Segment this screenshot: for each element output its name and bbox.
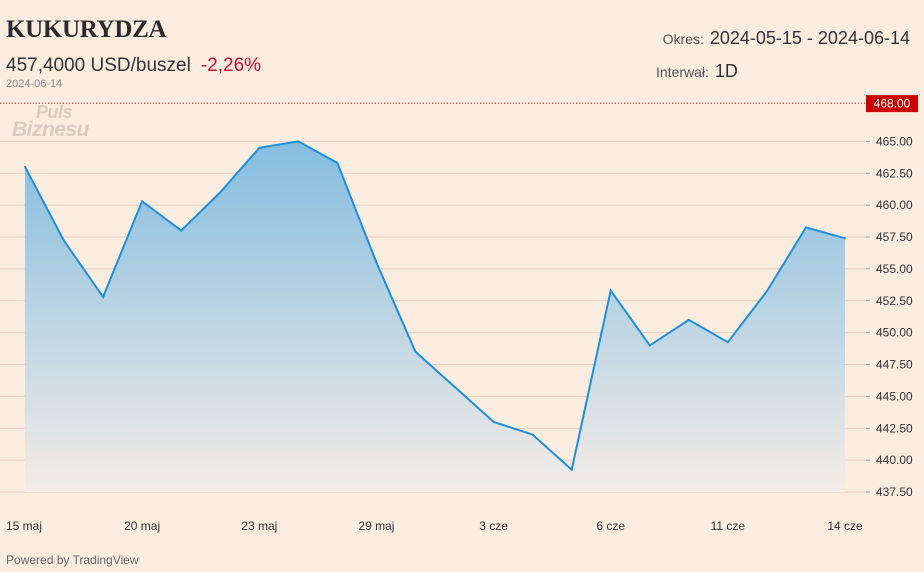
y-tick-label: 437.50: [876, 485, 913, 499]
reference-badge: [866, 95, 918, 113]
y-tick-label: 465.00: [876, 134, 913, 148]
period-label: Okres:: [662, 31, 704, 47]
y-tick-label: 445.00: [876, 389, 913, 403]
y-tick-label: 450.00: [876, 326, 913, 340]
data-point: [726, 341, 729, 344]
data-point: [531, 433, 534, 436]
y-tick-label: 457.50: [876, 230, 913, 244]
x-tick-label: 20 maj: [124, 519, 160, 533]
data-point: [63, 239, 66, 242]
data-point: [141, 200, 144, 203]
interval-label: Interwał:: [656, 64, 709, 80]
data-point: [219, 191, 222, 194]
quote-date: 2024-06-14: [6, 78, 63, 90]
data-point: [609, 289, 612, 292]
x-tick-label: 3 cze: [479, 519, 508, 533]
data-point: [24, 165, 26, 168]
x-tick-label: 11 cze: [711, 519, 746, 533]
x-tick-label: 6 cze: [596, 519, 625, 533]
interval-row: Interwał: 1D: [656, 61, 738, 82]
data-point: [844, 237, 846, 240]
data-point: [180, 229, 183, 232]
price-change: -2,26%: [200, 55, 262, 76]
data-point: [804, 226, 807, 229]
data-point: [687, 318, 690, 321]
data-point: [492, 420, 495, 423]
data-point: [414, 350, 417, 353]
data-point: [336, 162, 339, 165]
x-tick-label: 14 cze: [827, 519, 863, 533]
puls-biznesu-watermark: Puls Biznesu: [12, 102, 90, 141]
last-price: 457,4000 USD/buszel: [6, 55, 191, 76]
x-tick-label: 29 maj: [358, 519, 394, 533]
price-line: 457,4000 USD/buszel -2,26%: [6, 55, 261, 77]
data-point: [375, 261, 378, 264]
data-point: [765, 290, 768, 293]
period-value[interactable]: 2024-05-15 - 2024-06-14: [709, 28, 910, 48]
y-tick-label: 447.50: [876, 358, 913, 372]
powered-by-tradingview[interactable]: Powered by TradingView: [6, 553, 139, 567]
y-tick-label: 460.00: [876, 198, 913, 212]
y-tick-label: 442.50: [876, 421, 913, 435]
series-area: [25, 141, 845, 492]
y-tick-label: 455.00: [876, 262, 913, 276]
y-tick-label: 452.50: [876, 294, 913, 308]
data-point: [453, 385, 456, 388]
reference-label: 468.00: [874, 97, 911, 111]
data-point: [648, 344, 651, 347]
x-tick-label: 15 maj: [6, 519, 42, 533]
y-tick-label: 462.50: [876, 166, 913, 180]
data-point: [297, 140, 300, 143]
data-point: [102, 295, 105, 298]
series-line: [24, 140, 846, 472]
y-tick-label: 440.00: [876, 453, 913, 467]
x-tick-label: 23 maj: [241, 519, 277, 533]
data-point: [258, 146, 261, 149]
data-point: [570, 468, 573, 471]
interval-value[interactable]: 1D: [714, 61, 738, 81]
instrument-title: KUKURYDZA: [6, 16, 167, 43]
period-row: Okres: 2024-05-15 - 2024-06-14: [663, 28, 910, 49]
